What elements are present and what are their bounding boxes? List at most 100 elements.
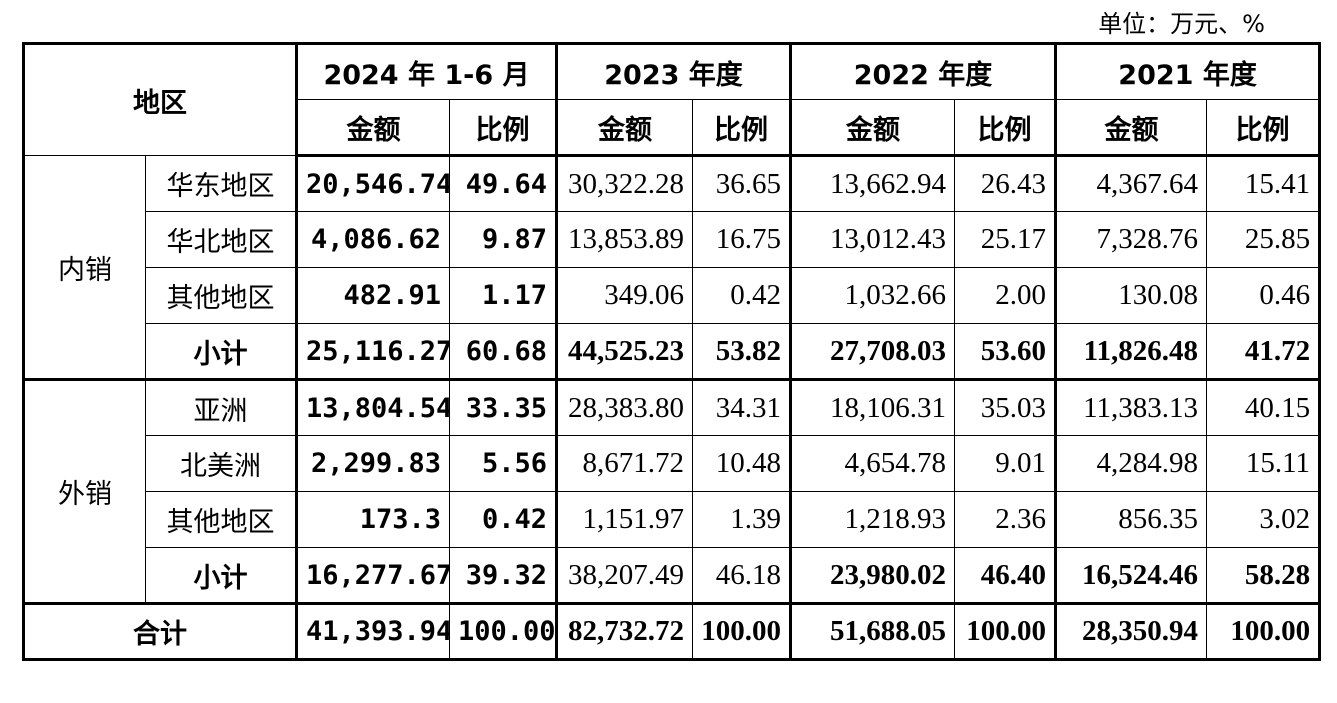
table-row: 小计 16,277.67 39.32 38,207.49 46.18 23,980.02 4… [24,547,1321,604]
amount-cell: 4,284.98 [1055,435,1208,492]
amount-cell: 349.06 [556,267,694,324]
header-ratio: 比例 [448,99,559,157]
table-row: 其他地区 173.3 0.42 1,151.97 1.39 1,218.93 2.36 856… [24,491,1321,548]
region-label: 小计 [145,323,298,380]
amount-cell: 25,116.27 [296,323,450,380]
amount-cell: 51,688.05 [790,602,956,660]
ratio-cell: 0.42 [692,267,793,324]
ratio-cell: 9.01 [954,435,1058,492]
amount-cell: 482.91 [296,267,450,324]
table-row: 其他地区 482.91 1.17 349.06 0.42 1,032.66 2.00 130.… [24,267,1321,324]
ratio-cell: 15.41 [1206,155,1321,212]
unit-note: 单位：万元、% [1098,10,1265,38]
amount-cell: 16,524.46 [1055,547,1208,604]
amount-cell: 1,032.66 [790,267,956,324]
region-label: 北美洲 [145,435,298,492]
amount-cell: 1,218.93 [790,491,956,548]
region-label: 华北地区 [145,211,298,268]
amount-cell: 44,525.23 [556,323,694,380]
amount-cell: 130.08 [1055,267,1208,324]
ratio-cell: 10.48 [692,435,793,492]
amount-cell: 28,383.80 [556,378,694,436]
total-row: 合计 41,393.94 100.00 82,732.72 100.00 51,688.0… [23,602,1321,660]
ratio-cell: 25.17 [954,211,1058,268]
amount-cell: 11,383.13 [1055,378,1208,436]
ratio-cell: 41.72 [1206,323,1321,380]
amount-cell: 4,654.78 [790,435,956,492]
amount-cell: 7,328.76 [1055,211,1208,268]
header-ratio: 比例 [954,99,1058,157]
amount-cell: 41,393.94 [296,602,450,660]
ratio-cell: 3.02 [1206,491,1321,548]
ratio-cell: 26.43 [954,155,1058,212]
amount-cell: 30,322.28 [556,155,694,212]
header-ratio: 比例 [1206,99,1321,157]
table-row: 外销 亚洲 13,804.54 33.35 28,383.80 34.31 18,106.3… [23,378,1321,604]
ratio-cell: 40.15 [1206,378,1321,436]
header-amount: 金额 [790,99,956,157]
amount-cell: 23,980.02 [790,547,956,604]
amount-cell: 13,853.89 [556,211,694,268]
ratio-cell: 100.00 [954,602,1058,660]
ratio-cell: 46.18 [692,547,793,604]
ratio-cell: 0.46 [1206,267,1321,324]
header-amount: 金额 [296,99,450,157]
region-label: 其他地区 [145,267,298,324]
amount-cell: 2,299.83 [296,435,450,492]
header-amount: 金额 [556,99,694,157]
region-label: 小计 [145,547,298,604]
amount-cell: 4,086.62 [296,211,450,268]
ratio-cell: 16.75 [692,211,793,268]
amount-cell: 13,804.54 [296,378,450,436]
ratio-cell: 0.42 [448,491,559,548]
header-period-2021: 2021 年度 [1055,43,1321,100]
ratio-cell: 25.85 [1206,211,1321,268]
table-row: 内销 华东地区 20,546.74 49.64 30,322.28 36.65 13,662… [23,155,1321,380]
header-ratio: 比例 [692,99,793,157]
ratio-cell: 60.68 [448,323,559,380]
amount-cell: 82,732.72 [556,602,694,660]
amount-cell: 18,106.31 [790,378,956,436]
ratio-cell: 49.64 [448,155,559,212]
amount-cell: 13,662.94 [790,155,956,212]
amount-cell: 27,708.03 [790,323,956,380]
region-label: 亚洲 [145,378,298,436]
amount-cell: 856.35 [1055,491,1208,548]
ratio-cell: 100.00 [448,602,559,660]
amount-cell: 16,277.67 [296,547,450,604]
region-label: 华东地区 [145,155,298,212]
ratio-cell: 53.82 [692,323,793,380]
regional-sales-table: 地区 2024 年 1-6 月 2023 年度 2022 年度 2021 年度 … [22,42,1322,661]
table-row: 小计 25,116.27 60.68 44,525.23 53.82 27,708.03 5… [24,323,1321,380]
amount-cell: 13,012.43 [790,211,956,268]
amount-cell: 8,671.72 [556,435,694,492]
ratio-cell: 100.00 [692,602,793,660]
amount-cell: 20,546.74 [296,155,450,212]
total-label: 合计 [23,602,298,660]
header-amount: 金额 [1055,99,1208,157]
ratio-cell: 9.87 [448,211,559,268]
ratio-cell: 15.11 [1206,435,1321,492]
group-label: 外销 [23,378,146,604]
amount-cell: 38,207.49 [556,547,694,604]
table-row: 北美洲 2,299.83 5.56 8,671.72 10.48 4,654.78 9.01… [24,435,1321,492]
header-region: 地区 [23,43,298,156]
region-label: 其他地区 [145,491,298,548]
group-label: 内销 [23,155,146,380]
ratio-cell: 58.28 [1206,547,1321,604]
header-period-2024h1: 2024 年 1-6 月 [295,43,559,100]
ratio-cell: 35.03 [954,378,1058,436]
ratio-cell: 2.00 [954,267,1058,324]
ratio-cell: 53.60 [954,323,1058,380]
ratio-cell: 2.36 [954,491,1058,548]
ratio-cell: 36.65 [692,155,793,212]
amount-cell: 11,826.48 [1055,323,1208,380]
amount-cell: 173.3 [296,491,450,548]
ratio-cell: 33.35 [448,378,559,436]
ratio-cell: 46.40 [954,547,1058,604]
header-period-2023: 2023 年度 [556,43,793,100]
ratio-cell: 100.00 [1206,602,1321,660]
amount-cell: 28,350.94 [1055,602,1208,660]
ratio-cell: 1.17 [448,267,559,324]
header-period-2022: 2022 年度 [790,43,1058,100]
